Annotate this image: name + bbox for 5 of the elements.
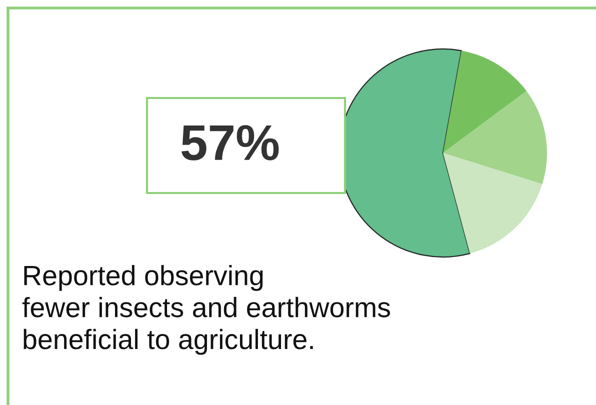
text: Reported observing fewer insects and earthworms beneficial to agriculture. <box>22 265 390 355</box>
data-label: 57% <box>182 125 279 160</box>
pie-slice <box>443 90 547 184</box>
pie-slice <box>443 50 526 153</box>
pie-slice <box>443 153 542 254</box>
